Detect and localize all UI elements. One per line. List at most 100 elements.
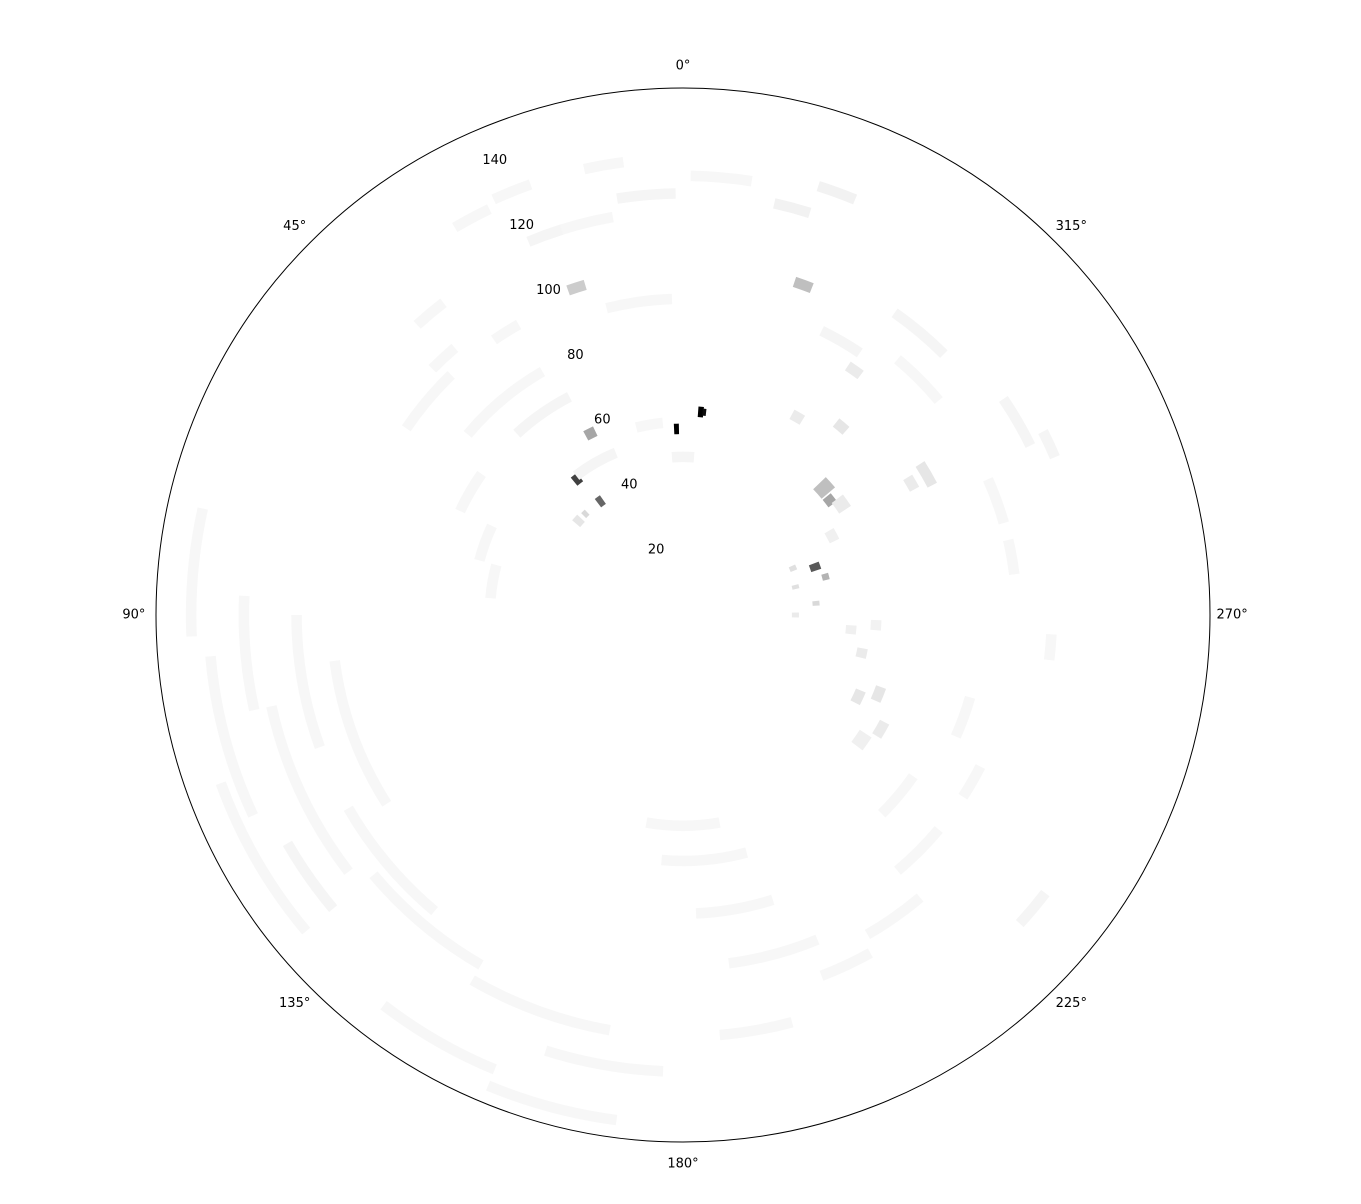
angle-tick-label: 0°: [676, 58, 691, 73]
angle-tick-label: 315°: [1056, 219, 1087, 234]
heatmap-cell: [844, 361, 864, 380]
angle-tick-label: 270°: [1216, 608, 1247, 623]
heatmap-cell: [870, 685, 887, 703]
angle-tick-label: 135°: [279, 996, 310, 1011]
heatmap-cell: [380, 1001, 497, 1075]
heatmap-cell: [851, 729, 872, 751]
heatmap-cell: [605, 293, 673, 314]
heatmap-cell: [291, 615, 325, 749]
heatmap-cell: [855, 647, 868, 659]
heatmap-cell: [645, 817, 721, 832]
heatmap-cell: [832, 418, 850, 435]
radial-tick-label: 20: [648, 543, 665, 558]
heatmap-cell: [1015, 889, 1050, 928]
heatmap-cell: [513, 392, 572, 438]
heatmap-cell: [452, 204, 492, 233]
heatmap-cell: [661, 847, 749, 867]
heatmap-cell: [1038, 429, 1060, 460]
angle-tick-label: 45°: [283, 219, 306, 234]
radial-tick-labels: 20 40 60 80 100 120 140: [482, 153, 664, 558]
heatmap-cell: [792, 276, 814, 294]
heatmap-cell: [791, 584, 800, 590]
heatmap-cell: [413, 298, 447, 329]
heatmap-cell: [788, 564, 798, 573]
heatmap-cell: [878, 773, 918, 818]
heatmap-cell: [428, 343, 459, 373]
heatmap-cell: [1043, 634, 1057, 661]
heatmap-cell: [821, 572, 830, 581]
angle-tick-label: 180°: [667, 1157, 698, 1172]
heatmap-cell: [891, 308, 948, 358]
heatmap-cell: [485, 563, 502, 599]
heatmap-cell: [215, 781, 311, 935]
heatmap-cell: [673, 423, 680, 435]
heatmap-cell: [789, 409, 806, 425]
heatmap-cell: [486, 1080, 618, 1126]
heatmap-cell: [581, 509, 590, 519]
heatmap-cell: [894, 355, 943, 404]
heatmap-cell: [719, 1017, 794, 1041]
heatmap-cell: [773, 198, 812, 218]
heatmap-cell: [702, 408, 707, 417]
heatmap-cell: [819, 326, 863, 358]
heatmap-cell: [634, 417, 664, 433]
heatmap-cell: [958, 764, 986, 800]
heatmap-cell: [266, 705, 353, 875]
heatmap-cell: [915, 461, 937, 488]
heatmap-cell: [870, 619, 882, 631]
heatmap-cell: [455, 470, 486, 514]
heatmap-cell: [812, 600, 820, 606]
heatmap-cell: [872, 719, 890, 739]
heatmap-cell: [583, 156, 625, 175]
heatmap-cell: [185, 507, 208, 637]
heatmap-cell: [831, 494, 851, 514]
heatmap-cell: [903, 474, 920, 492]
heatmap-cell: [544, 1045, 664, 1077]
heatmap-cell: [695, 894, 775, 919]
angle-tick-label: 225°: [1056, 996, 1087, 1011]
heatmap-cell: [983, 477, 1009, 525]
heatmap-cell: [572, 514, 585, 528]
heatmap-cell: [282, 840, 338, 912]
heatmap-cell: [594, 495, 606, 508]
heatmap-cell: [728, 934, 820, 969]
heatmap-cell: [583, 426, 598, 441]
heatmap-cell: [850, 688, 866, 706]
heatmap-cell: [864, 893, 924, 940]
heatmap-cell: [570, 472, 584, 486]
radial-tick-label: 40: [621, 478, 638, 493]
heatmap-cell: [463, 367, 546, 438]
heatmap-cell: [813, 477, 836, 499]
heatmap-cell: [369, 871, 484, 970]
heatmap-cell: [572, 447, 618, 480]
angle-tick-label: 90°: [122, 608, 145, 623]
heatmap-cell: [822, 493, 837, 508]
angle-tick-labels: 0° 45° 90° 135° 180° 225° 270° 315°: [122, 58, 1247, 1171]
heatmap-cell: [690, 170, 753, 187]
heatmap-cell: [491, 179, 533, 205]
heatmap-cell: [824, 528, 840, 544]
heatmap-cell: [845, 624, 857, 635]
radial-tick-label: 120: [509, 218, 534, 233]
heatmap-cell: [951, 695, 976, 739]
polar-axis-outline: [155, 87, 1211, 1143]
radial-tick-label: 80: [567, 348, 584, 363]
heatmap-cell: [474, 523, 497, 562]
radial-tick-label: 140: [482, 153, 507, 168]
heatmap-cell: [816, 181, 858, 205]
heatmap-cell: [616, 188, 676, 204]
heatmap-cell: [343, 805, 438, 916]
heatmap-cell: [490, 319, 522, 345]
heatmap-cell: [566, 279, 587, 296]
heatmap-cell: [205, 655, 258, 818]
heatmap-cell: [238, 595, 260, 712]
radial-tick-label: 60: [594, 413, 611, 428]
heatmap-cell: [401, 371, 455, 432]
heatmap-cell: [791, 612, 799, 618]
heatmap-cell: [808, 561, 822, 573]
radial-tick-label: 100: [536, 283, 561, 298]
heatmap-cells: [185, 156, 1060, 1126]
heatmap-cell: [819, 948, 873, 981]
heatmap-cell: [999, 395, 1036, 448]
